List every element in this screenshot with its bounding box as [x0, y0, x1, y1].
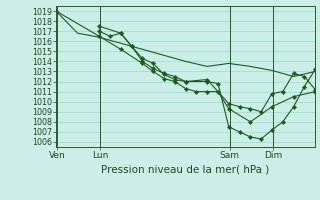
X-axis label: Pression niveau de la mer( hPa ): Pression niveau de la mer( hPa ) [101, 164, 270, 174]
